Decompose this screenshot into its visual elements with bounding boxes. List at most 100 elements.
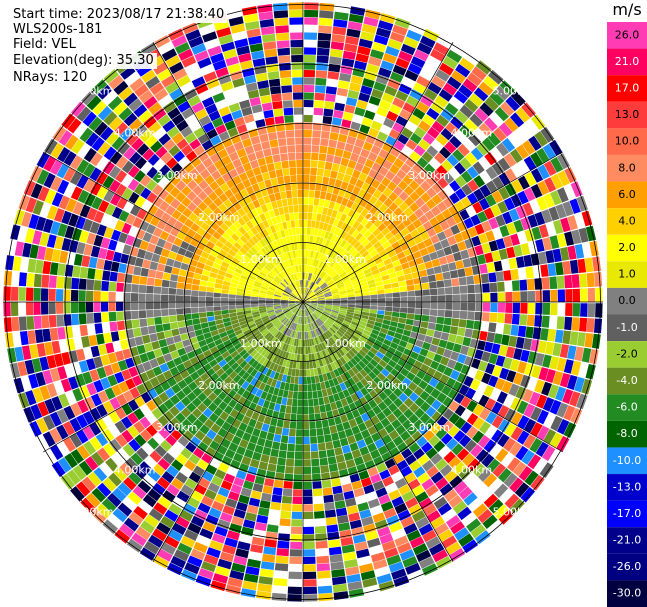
velocity-gate (363, 16, 379, 27)
velocity-gate (246, 334, 255, 342)
velocity-gate (236, 445, 246, 456)
velocity-gate (464, 238, 474, 249)
velocity-gate (346, 288, 354, 293)
velocity-gate (321, 286, 329, 291)
velocity-gate (153, 302, 161, 310)
velocity-gate (310, 160, 318, 168)
velocity-gate (316, 55, 329, 64)
velocity-gate (263, 319, 271, 325)
velocity-gate (221, 363, 231, 372)
velocity-gate (153, 108, 167, 121)
velocity-gate (265, 275, 273, 282)
velocity-gate (392, 337, 401, 345)
velocity-gate (287, 145, 296, 153)
velocity-gate (258, 273, 266, 280)
velocity-gate (212, 396, 223, 407)
velocity-gate (420, 203, 431, 214)
velocity-gate (292, 84, 303, 93)
velocity-gate (435, 428, 448, 440)
velocity-gate (284, 289, 291, 294)
velocity-gate (264, 117, 275, 126)
velocity-gate (431, 194, 443, 205)
instrument-label: WLS200s-181 (10, 22, 106, 38)
velocity-gate (171, 383, 182, 394)
velocity-gate (450, 243, 460, 254)
velocity-gate (292, 291, 298, 297)
velocity-gate (61, 210, 72, 225)
velocity-gate (292, 92, 303, 100)
velocity-gate (208, 110, 221, 122)
velocity-gate (409, 536, 425, 549)
velocity-gate (139, 318, 148, 328)
velocity-gate (541, 381, 552, 396)
velocity-gate (309, 315, 313, 323)
velocity-gate (277, 313, 285, 318)
velocity-gate (319, 316, 326, 322)
velocity-gate (517, 325, 527, 338)
velocity-gate (63, 314, 72, 326)
velocity-gate (63, 437, 76, 452)
velocity-gate (134, 196, 146, 208)
velocity-gate (280, 435, 289, 444)
velocity-gate (150, 215, 161, 227)
velocity-gate (319, 457, 329, 466)
velocity-gate (347, 309, 355, 313)
velocity-gate (349, 152, 360, 162)
velocity-gate (281, 296, 289, 299)
velocity-gate (319, 343, 324, 351)
velocity-gate (569, 259, 579, 274)
velocity-gate (332, 409, 340, 418)
velocity-gate (407, 296, 416, 302)
velocity-gate (347, 294, 355, 298)
velocity-gate (214, 187, 224, 197)
velocity-gate (223, 405, 234, 415)
velocity-gate (222, 505, 235, 516)
velocity-gate (277, 285, 285, 291)
velocity-gate (303, 295, 305, 302)
velocity-gate (209, 346, 219, 354)
velocity-gate (305, 316, 308, 324)
velocity-gate (359, 226, 368, 236)
velocity-gate (281, 304, 289, 307)
velocity-gate (83, 440, 97, 456)
colorbar-swatch (607, 287, 647, 315)
velocity-gate (95, 432, 109, 447)
velocity-gate (562, 260, 572, 275)
velocity-gate (296, 167, 303, 175)
velocity-gate (481, 220, 492, 233)
velocity-gate (511, 179, 524, 193)
velocity-gate (151, 253, 161, 263)
velocity-gate (342, 262, 350, 269)
velocity-gate (431, 75, 446, 89)
velocity-gate (215, 240, 225, 249)
velocity-gate (460, 249, 470, 260)
velocity-gate (347, 306, 355, 311)
velocity-gate (376, 335, 385, 343)
velocity-gate (243, 74, 257, 85)
velocity-gate (289, 258, 294, 267)
velocity-gate (380, 60, 395, 71)
velocity-gate (320, 412, 328, 421)
range-ring-label: 3.00km (156, 169, 198, 182)
velocity-gate (308, 307, 314, 313)
velocity-gate (340, 297, 348, 300)
velocity-gate (382, 53, 397, 64)
velocity-gate (277, 373, 284, 382)
velocity-gate (377, 372, 386, 382)
velocity-gate (318, 221, 325, 230)
velocity-gate (520, 291, 528, 302)
velocity-gate (219, 265, 228, 273)
velocity-gate (313, 398, 319, 407)
velocity-gate (282, 488, 293, 497)
velocity-gate (289, 313, 295, 320)
velocity-gate (433, 353, 443, 363)
velocity-gate (300, 316, 303, 325)
velocity-gate (445, 254, 455, 264)
colorbar-tick-label: 8.0 (618, 161, 636, 174)
velocity-gate (272, 2, 288, 11)
velocity-gate (176, 314, 185, 322)
velocity-gate (50, 444, 64, 461)
velocity-gate (482, 514, 498, 529)
velocity-gate (437, 502, 452, 516)
velocity-gate (76, 159, 90, 174)
